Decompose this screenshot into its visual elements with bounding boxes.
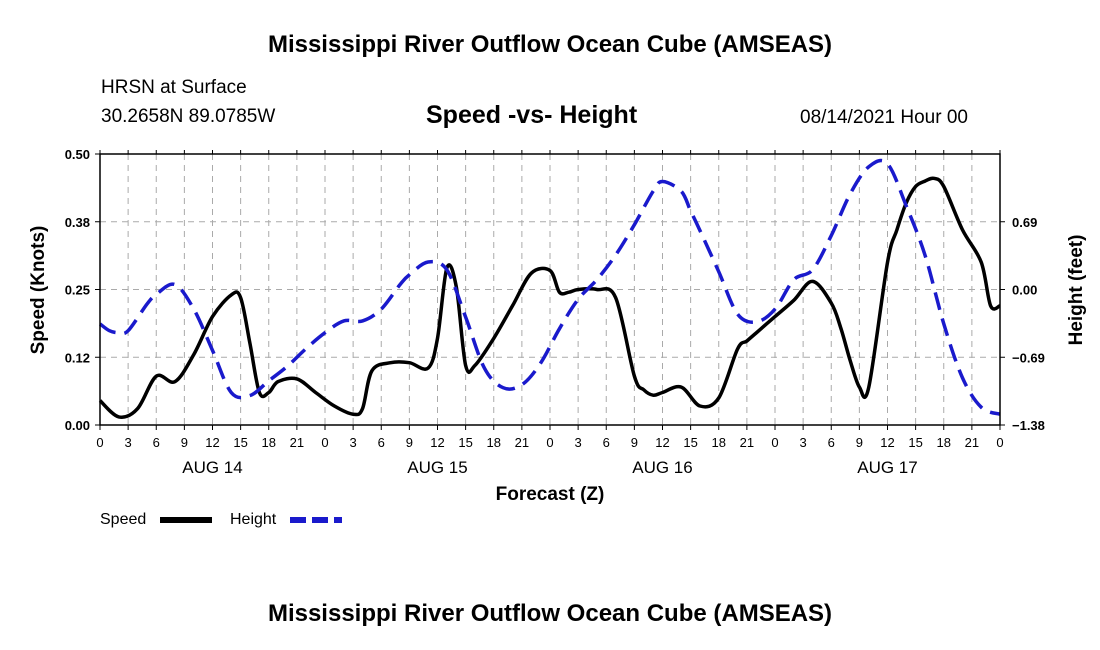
day-label: AUG 14: [182, 458, 242, 477]
date-label: 08/14/2021 Hour 00: [800, 107, 968, 128]
legend: Speed Height: [100, 511, 342, 528]
coords-label: 30.2658N 89.0785W: [101, 106, 276, 127]
x-tick-label: 6: [603, 435, 610, 450]
y-tick-label-left: 0.12: [65, 350, 90, 365]
y-axis-left-label: Speed (Knots): [28, 226, 49, 355]
x-tick-label: 3: [800, 435, 807, 450]
x-tick-label: 0: [321, 435, 328, 450]
x-tick-label: 21: [965, 435, 979, 450]
x-tick-label: 9: [856, 435, 863, 450]
y-tick-label-right: 0.00: [1012, 283, 1037, 298]
y-ticks: 0.00 0.12 0.25 0.38 0.50 −1.38 −0.69 0.00 0.69: [65, 147, 1045, 433]
station-label: HRSN at Surface: [101, 77, 247, 98]
y-tick-label-right: −1.38: [1012, 418, 1045, 433]
x-tick-label: 0: [771, 435, 778, 450]
x-tick-label: 6: [153, 435, 160, 450]
x-tick-label: 6: [378, 435, 385, 450]
y-tick-label-left: 0.25: [65, 283, 90, 298]
x-tick-label: 18: [487, 435, 501, 450]
x-tick-label: 12: [880, 435, 894, 450]
x-tick-label: 3: [575, 435, 582, 450]
x-tick-label: 6: [828, 435, 835, 450]
footer-title: Mississippi River Outflow Ocean Cube (AM…: [267, 600, 833, 627]
x-tick-label: 0: [96, 435, 103, 450]
x-tick-label: 3: [125, 435, 132, 450]
x-tick-label: 0: [546, 435, 553, 450]
x-tick-label: 9: [406, 435, 413, 450]
x-tick-label: 12: [430, 435, 444, 450]
chart-series: [98, 158, 1001, 419]
y-axis-right-label: Height (feet): [1066, 235, 1087, 346]
x-tick-label: 12: [655, 435, 669, 450]
x-ticks: 0 3 6 9 12 15 18 21 0 3 6 9 12 15 18 21 0 3 6 9 12 15 18 21 0 3 6 9…: [96, 150, 1004, 477]
day-label: AUG 15: [407, 458, 467, 477]
x-tick-label: 15: [233, 435, 247, 450]
y-tick-label-right: 0.69: [1012, 215, 1037, 230]
y-tick-label-right: −0.69: [1012, 350, 1045, 365]
x-tick-label: 21: [290, 435, 304, 450]
x-tick-label: 12: [205, 435, 219, 450]
x-tick-label: 18: [262, 435, 276, 450]
page-title: Mississippi River Outflow Ocean Cube (AM…: [267, 31, 833, 58]
y-tick-label-left: 0.38: [65, 215, 90, 230]
x-tick-label: 18: [937, 435, 951, 450]
chart-grid: [100, 154, 1000, 425]
x-tick-label: 9: [181, 435, 188, 450]
day-label: AUG 17: [857, 458, 917, 477]
series-line-height: [98, 158, 1001, 416]
y-tick-label-left: 0.50: [65, 147, 90, 162]
x-tick-label: 21: [740, 435, 754, 450]
x-tick-label: 18: [712, 435, 726, 450]
x-tick-label: 0: [996, 435, 1003, 450]
chart-title: Speed -vs- Height: [426, 101, 638, 129]
x-tick-label: 9: [631, 435, 638, 450]
legend-speed-label: Speed: [100, 511, 146, 528]
day-label: AUG 16: [632, 458, 692, 477]
legend-height-label: Height: [230, 511, 277, 528]
x-tick-label: 15: [458, 435, 472, 450]
x-tick-label: 15: [683, 435, 697, 450]
x-tick-label: 21: [515, 435, 529, 450]
y-tick-label-left: 0.00: [65, 418, 90, 433]
series-line-speed: [98, 176, 1001, 419]
x-tick-label: 15: [908, 435, 922, 450]
x-axis-label: Forecast (Z): [496, 484, 605, 505]
x-tick-label: 3: [350, 435, 357, 450]
